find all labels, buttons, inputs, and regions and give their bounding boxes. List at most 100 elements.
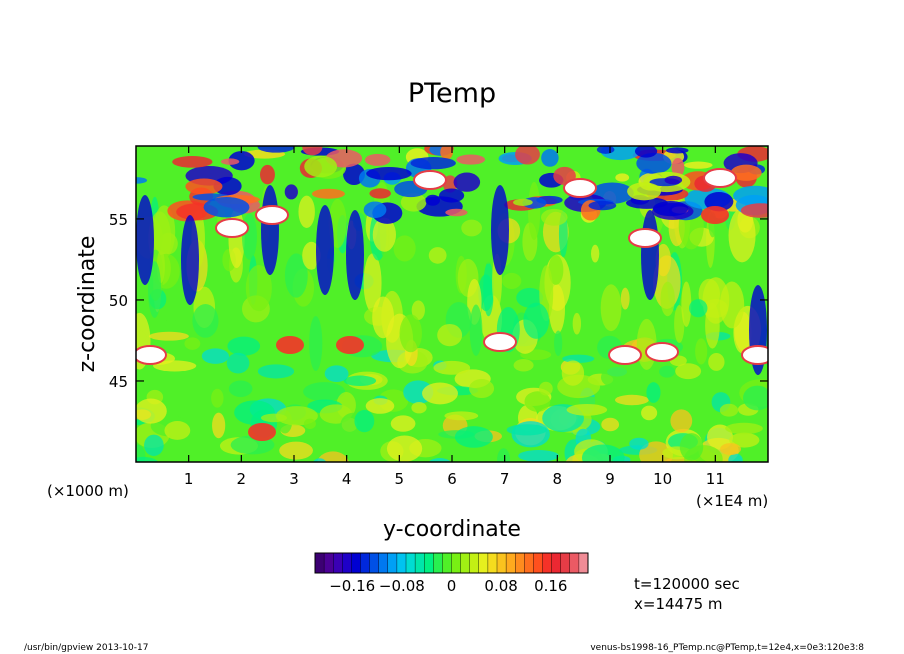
field-patch	[180, 413, 208, 424]
field-patch	[386, 435, 423, 462]
field-patch	[366, 166, 412, 181]
field-patch	[425, 194, 440, 206]
field-patch	[664, 175, 683, 185]
colorbar-swatch	[569, 552, 580, 574]
field-patch	[227, 336, 261, 356]
x-tick-label: 9	[605, 470, 615, 488]
field-patch	[354, 409, 375, 433]
field-patch	[363, 253, 382, 313]
colorbar-swatch	[333, 552, 343, 574]
field-patch	[188, 146, 221, 156]
field-patch	[201, 348, 230, 364]
field-patch	[410, 156, 456, 170]
field-patch	[226, 291, 246, 328]
field-patch	[620, 287, 630, 310]
field-patch	[260, 413, 288, 423]
field-patch	[245, 265, 272, 312]
field-patch	[600, 365, 643, 390]
field-patch	[541, 149, 559, 167]
field-patch	[440, 146, 454, 160]
field-patch	[581, 444, 625, 462]
field-patch	[372, 296, 395, 339]
field-patch	[192, 304, 219, 338]
field-patch	[324, 365, 349, 383]
field-patch	[372, 217, 396, 252]
field-patch	[645, 342, 679, 362]
field-patch	[703, 168, 737, 188]
field-patch	[438, 188, 465, 203]
x-tick-label: 2	[237, 470, 247, 488]
field-patch	[343, 375, 377, 387]
field-patch	[674, 304, 685, 344]
field-patch	[528, 181, 541, 240]
potential-temperature-field	[136, 146, 768, 462]
field-patch	[741, 345, 768, 365]
field-patch	[681, 281, 692, 327]
field-patch	[562, 354, 595, 363]
field-patch	[284, 184, 298, 200]
field-patch	[515, 146, 540, 165]
field-patch	[456, 154, 486, 165]
colorbar	[314, 552, 589, 574]
field-patch	[666, 147, 689, 154]
field-patch	[728, 453, 743, 462]
field-patch	[730, 164, 762, 181]
field-patch	[390, 415, 416, 432]
field-patch	[561, 360, 585, 386]
colorbar-swatch	[323, 552, 334, 574]
field-patch	[513, 198, 533, 206]
field-patch	[365, 398, 395, 414]
field-patch	[185, 178, 223, 195]
field-patch	[740, 203, 768, 218]
field-patch	[312, 458, 327, 462]
footer-left: /usr/bin/gpview 2013-10-17	[24, 643, 148, 653]
field-patch	[523, 302, 550, 339]
field-patch	[701, 206, 729, 224]
field-patch	[369, 188, 391, 199]
colorbar-swatch	[487, 552, 498, 574]
field-patch	[160, 301, 183, 322]
field-patch	[469, 304, 483, 356]
field-patch	[399, 314, 422, 353]
field-patch	[400, 193, 427, 212]
time-annotation: t=120000 sec	[634, 575, 740, 593]
field-patch	[591, 244, 600, 263]
colorbar-swatch	[396, 552, 407, 574]
field-patch	[422, 382, 458, 405]
x-position-annotation: x=14475 m	[634, 595, 723, 613]
field-patch	[304, 155, 338, 178]
colorbar-swatch	[424, 552, 434, 574]
field-patch	[181, 215, 199, 305]
footer-right: venus-bs1998-16_PTemp.nc@PTemp,t=12e4,x=…	[590, 643, 864, 653]
field-patch	[311, 188, 345, 199]
field-patch	[659, 365, 675, 378]
field-patch	[708, 352, 725, 371]
field-patch	[725, 422, 763, 435]
field-patch	[639, 441, 673, 462]
field-patch	[588, 200, 617, 211]
field-patch	[641, 405, 658, 421]
x-axis: 1 2 3 4 5 6 7 8 9 10 11	[184, 146, 725, 488]
field-patch	[728, 208, 756, 263]
field-patch	[228, 380, 253, 397]
field-patch	[316, 205, 334, 295]
colorbar-swatch	[387, 552, 398, 574]
field-patch	[136, 195, 154, 285]
field-patch	[136, 345, 167, 365]
field-patch	[600, 284, 622, 332]
field-patch	[221, 158, 240, 165]
field-patch	[136, 398, 167, 424]
colorbar-swatch	[342, 552, 352, 574]
field-patch	[184, 337, 201, 350]
field-patch	[255, 205, 289, 225]
field-patch	[284, 253, 308, 298]
x-tick-label: 3	[289, 470, 299, 488]
field-patch	[260, 164, 275, 185]
field-patch	[309, 316, 323, 371]
field-patch	[615, 173, 630, 182]
field-patch	[627, 182, 662, 201]
colorbar-swatch	[360, 552, 371, 574]
colorbar-swatch	[478, 552, 489, 574]
field-patch	[444, 411, 479, 421]
